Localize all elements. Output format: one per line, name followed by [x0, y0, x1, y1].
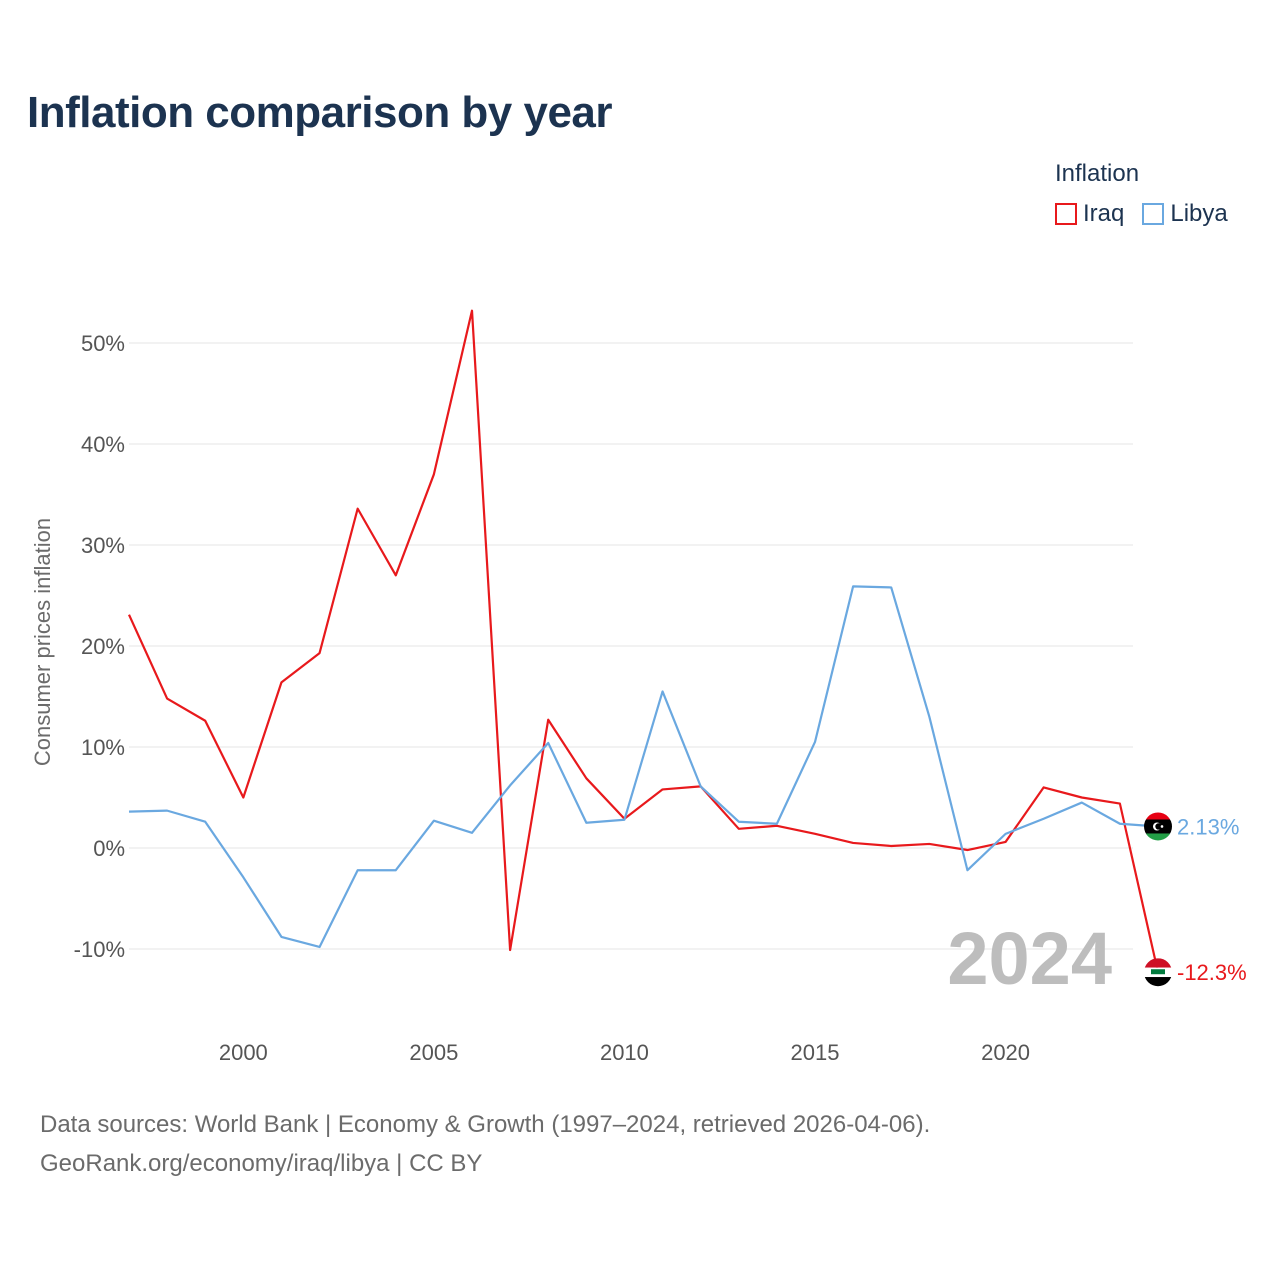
y-tick-label: 10%	[81, 735, 125, 760]
legend-swatch-libya	[1142, 203, 1165, 225]
line-chart: -10%0%10%20%30%40%50% 2000 2005 2010 2015 20…	[30, 309, 1247, 1065]
gridlines	[129, 342, 1133, 950]
flag-marker-iraq	[1144, 958, 1172, 987]
x-axis-ticks: 2000 2005 2010 2015 2020	[219, 1040, 1030, 1065]
y-tick-label: 20%	[81, 634, 125, 659]
series-lines	[127, 309, 1160, 973]
series-line-iraq[interactable]	[127, 309, 1160, 973]
chart-title: Inflation comparison by year	[27, 88, 613, 137]
credit-link[interactable]: GeoRank.org/economy/iraq/libya | CC BY	[40, 1150, 483, 1177]
y-axis-title: Consumer prices inflation	[30, 518, 55, 766]
legend-entry-libya[interactable]: Libya	[1142, 200, 1228, 228]
end-markers: -12.3% 2.13%	[1144, 812, 1247, 987]
footer: Data sources: World Bank | Economy & Gro…	[40, 1105, 930, 1183]
y-tick-label: -10%	[74, 937, 125, 962]
y-axis-ticks: -10% 0% 10% 20% 30% 40% 50%	[74, 331, 125, 962]
source-text: Data sources: World Bank | Economy & Gro…	[40, 1111, 931, 1138]
current-year-label: 2024	[947, 917, 1112, 1000]
legend-label-libya: Libya	[1170, 200, 1228, 227]
y-tick-label: 40%	[81, 432, 125, 457]
end-value-label-iraq: -12.3%	[1177, 960, 1247, 985]
end-value-label-libya: 2.13%	[1177, 814, 1239, 839]
x-tick-label: 2020	[981, 1040, 1030, 1065]
y-tick-label: 30%	[81, 533, 125, 558]
x-tick-label: 2005	[409, 1040, 458, 1065]
x-tick-label: 2015	[791, 1040, 840, 1065]
series-line-libya[interactable]	[128, 585, 1159, 949]
y-tick-label: 0%	[93, 836, 125, 861]
flag-marker-libya	[1144, 812, 1172, 841]
legend-swatch-iraq	[1055, 203, 1077, 225]
x-tick-label: 2000	[219, 1040, 268, 1065]
legend-label-iraq: Iraq	[1083, 200, 1125, 227]
legend-title: Inflation	[1055, 160, 1140, 187]
x-tick-label: 2010	[600, 1040, 649, 1065]
y-tick-label: 50%	[81, 331, 125, 356]
legend: Inflation Iraq Libya	[1055, 160, 1228, 228]
legend-entry-iraq[interactable]: Iraq	[1055, 200, 1124, 228]
